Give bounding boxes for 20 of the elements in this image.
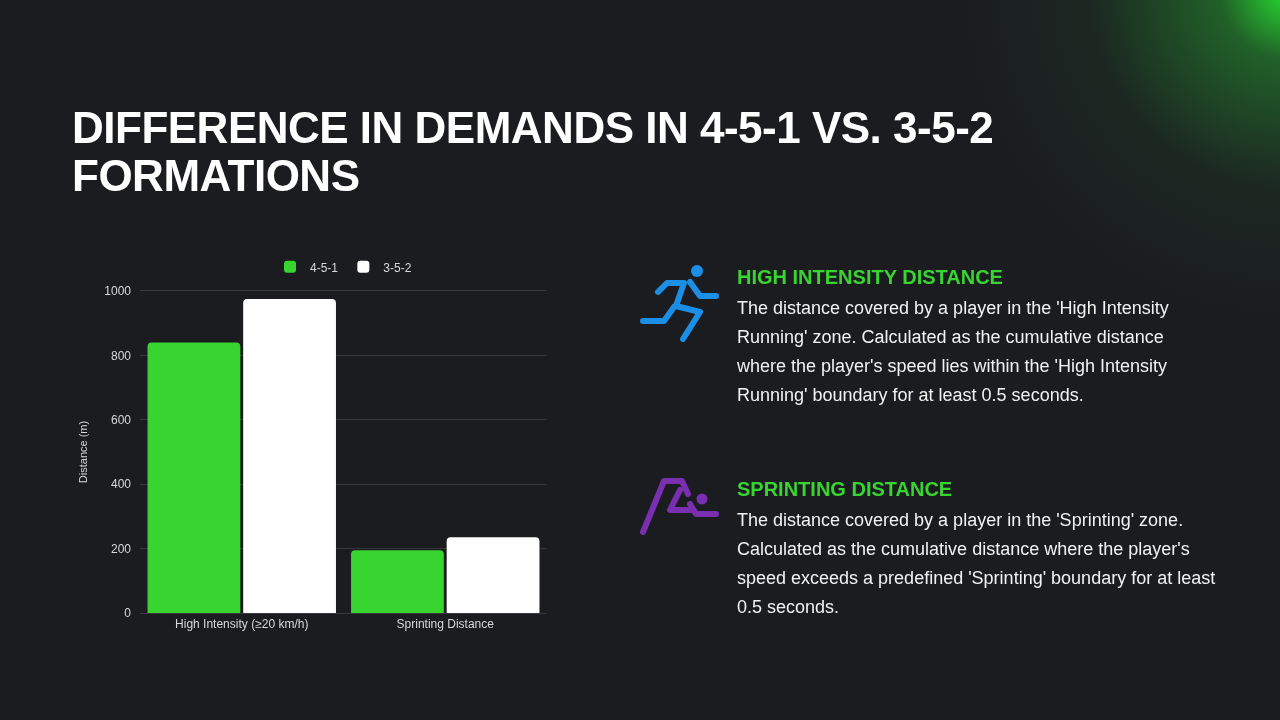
y-tick-label: 200: [110, 541, 132, 556]
y-tick-label: 800: [110, 348, 132, 363]
bar: [446, 537, 540, 613]
y-tick-label: 400: [110, 477, 132, 492]
y-tick-label: 1000: [104, 284, 132, 299]
legend-label: 3-5-2: [383, 260, 412, 275]
text: The distance covered by a player in the 'High Intensity Running' zone. Calculated as the cumulative distance where the player's speed lies within the 'High Intensity Running' boundary for at least 0.5 seconds.: [737, 297, 1170, 407]
legend-label: 4-5-1: [310, 260, 339, 275]
bar: [351, 550, 444, 613]
text: HIGH INTENSITY DISTANCE: [737, 265, 1003, 290]
chart-title: DIFFERENCE IN DEMANDS IN 4-5-1 VS. 3-5-2 FORMATIONS: [72, 103, 995, 200]
bar: [147, 342, 241, 613]
bar: [243, 299, 336, 613]
y-axis-title: Distance (m): [76, 420, 89, 484]
y-tick-label: 600: [110, 413, 132, 427]
y-tick-label: 0: [124, 606, 132, 621]
text: SPRINTING DISTANCE: [737, 477, 953, 502]
x-tick-label: High Intensity (≥20 km/h): [175, 617, 309, 632]
text: The distance covered by a player in the 'Sprinting' zone. Calculated as the cumulative distance where the player's speed exceeds a predefined 'Sprinting' boundary for at least 0.5 seconds.: [737, 509, 1217, 619]
x-tick-label: Sprinting Distance: [396, 617, 495, 632]
